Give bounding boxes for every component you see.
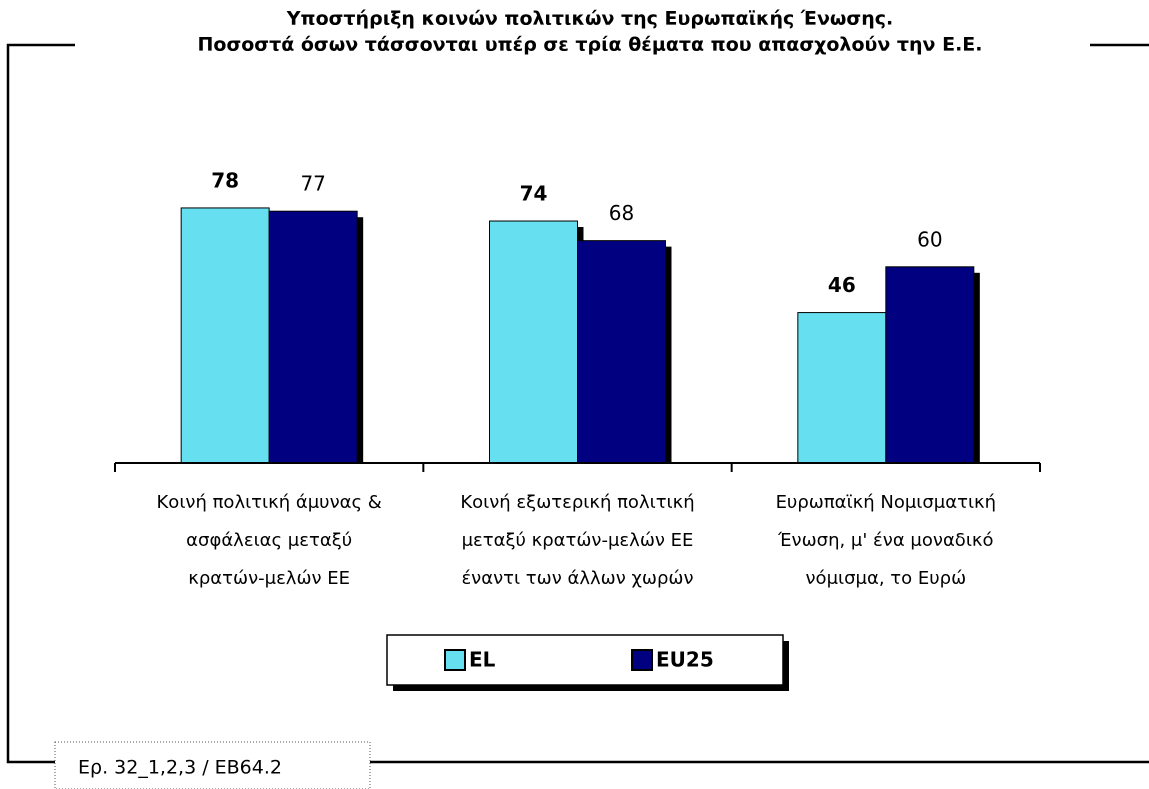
bar: [797, 312, 887, 464]
legend-label: EU25: [656, 648, 714, 672]
source: Ερ. 32_1,2,3 / EB64.2: [78, 757, 282, 779]
x-tick-label: μεταξύ κρατών-μελών ΕΕ: [462, 530, 694, 551]
x-tick-label: έναντι των άλλων χωρών: [461, 568, 693, 589]
bar: [180, 207, 270, 464]
bar: [885, 266, 975, 464]
data-label: 68: [609, 201, 634, 225]
x-tick-label: Κοινή πολιτική άμυνας &: [157, 492, 382, 513]
data-label: 77: [300, 172, 325, 196]
frame-line: [6, 43, 75, 764]
legend-swatch: [444, 649, 466, 671]
data-label: 46: [828, 273, 856, 297]
legend-label: EL: [469, 648, 496, 672]
bar: [489, 220, 578, 464]
legend-swatch: [631, 649, 653, 671]
data-label: 74: [520, 182, 548, 206]
chart-title: Υποστήριξη κοινών πολιτικών της Ευρωπαϊκ…: [286, 8, 893, 30]
source-box: [54, 741, 371, 789]
data-label: 60: [917, 227, 942, 251]
x-tick-label: ασφάλειας μεταξύ: [186, 530, 352, 551]
x-tick-label: Ένωση, μ' ένα μοναδικό: [777, 530, 993, 551]
bar: [268, 210, 358, 464]
data-label: 78: [211, 168, 239, 192]
x-tick-label: Κοινή εξωτερική πολιτική: [460, 492, 694, 513]
frame: [6, 43, 1149, 764]
x-tick-label: Ευρωπαϊκή Νομισματική: [776, 492, 997, 513]
chart-title: Ποσοστά όσων τάσσονται υπέρ σε τρία θέμα…: [197, 34, 982, 56]
bar: [577, 240, 666, 464]
x-tick-label: κρατών-μελών ΕΕ: [188, 568, 350, 589]
x-tick-label: νόμισμα, το Ευρώ: [806, 568, 967, 589]
